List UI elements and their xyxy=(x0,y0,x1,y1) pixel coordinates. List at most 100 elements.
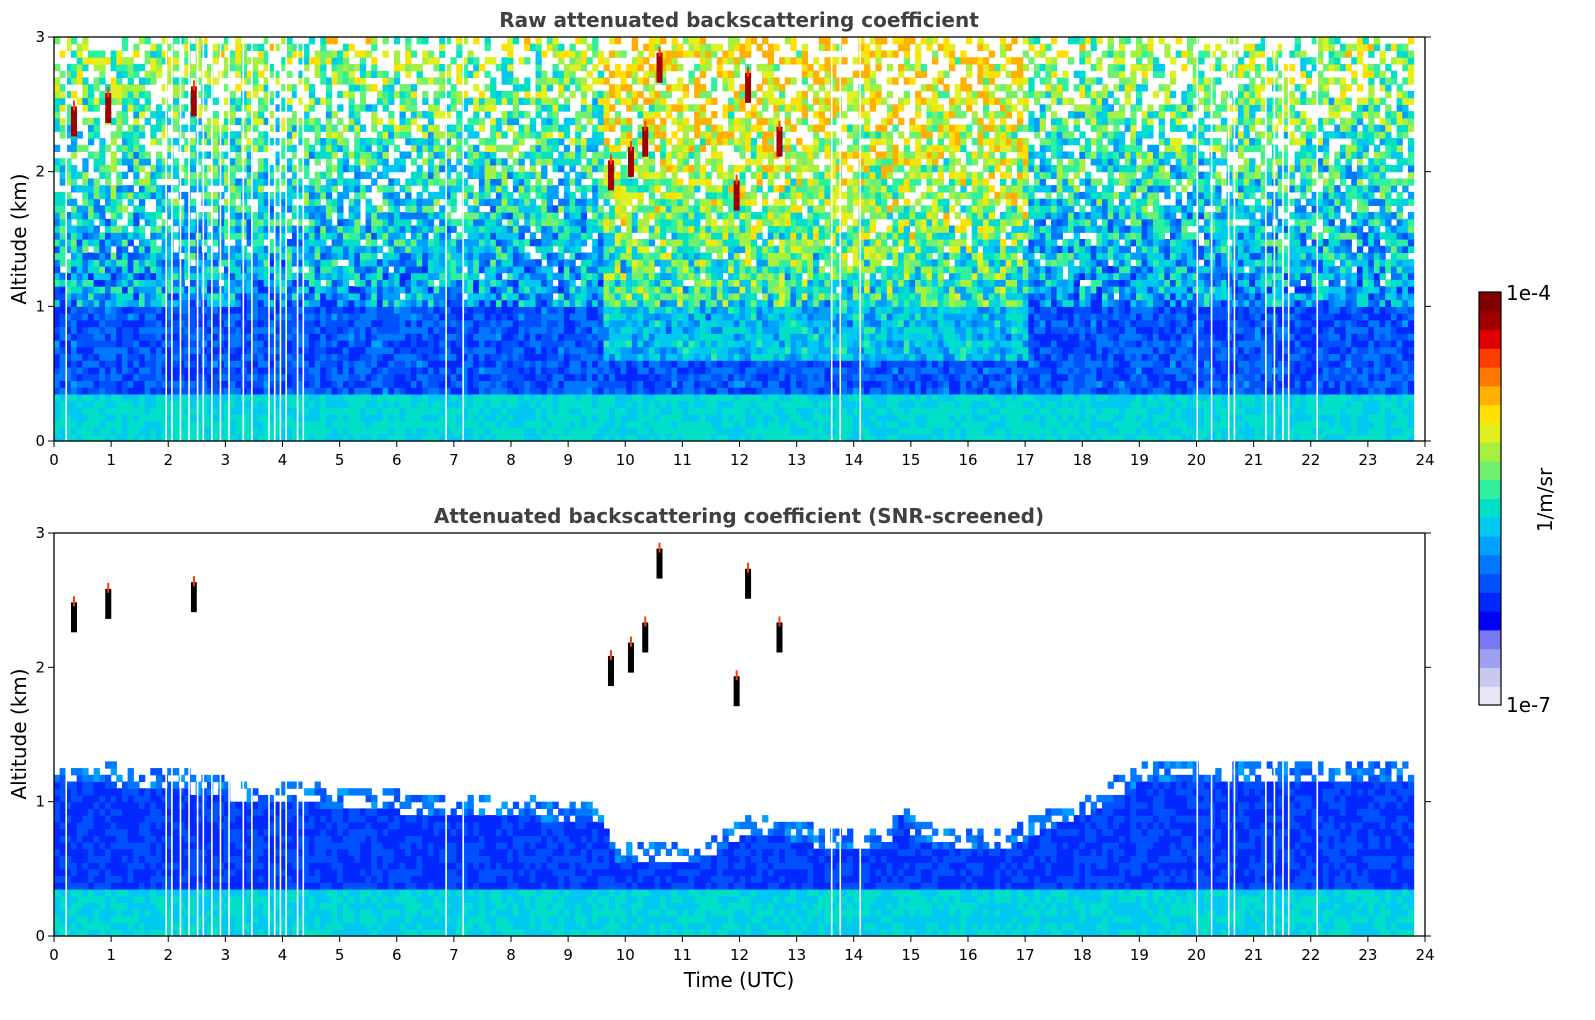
heatmap-cell xyxy=(223,245,231,254)
heatmap-cell xyxy=(354,366,361,375)
heatmap-cell xyxy=(76,70,83,78)
heatmap-cell xyxy=(223,407,231,415)
heatmap-cell xyxy=(524,191,531,200)
heatmap-cell xyxy=(433,407,440,415)
heatmap-cell xyxy=(150,414,157,422)
heatmap-cell xyxy=(167,373,174,381)
heatmap-cell xyxy=(592,124,599,132)
heatmap-cell xyxy=(342,333,350,341)
heatmap-cell xyxy=(184,306,191,314)
heatmap-cell xyxy=(580,340,588,348)
heatmap-cell xyxy=(541,333,548,341)
heatmap-cell xyxy=(218,239,225,247)
heatmap-cell xyxy=(121,104,129,112)
heatmap-cell xyxy=(337,393,344,402)
heatmap-cell xyxy=(359,299,367,307)
heatmap-cell xyxy=(524,400,531,408)
heatmap-cell xyxy=(167,104,174,112)
heatmap-cell xyxy=(325,77,333,85)
heatmap-cell xyxy=(87,57,95,65)
heatmap-cell xyxy=(416,191,423,200)
heatmap-cell xyxy=(116,97,123,105)
heatmap-cell xyxy=(524,326,531,334)
heatmap-cell xyxy=(382,84,389,92)
heatmap-cell xyxy=(184,313,191,321)
heatmap-cell xyxy=(82,373,89,381)
heatmap-cell xyxy=(348,84,355,92)
heatmap-cell xyxy=(116,171,123,179)
heatmap-cell xyxy=(501,340,508,348)
heatmap-cell xyxy=(388,427,395,435)
heatmap-cell xyxy=(592,313,599,321)
heatmap-cell xyxy=(99,279,106,287)
heatmap-cell xyxy=(189,178,197,186)
heatmap-cell xyxy=(127,272,134,280)
heatmap-cell xyxy=(54,218,61,227)
heatmap-cell xyxy=(178,340,185,348)
heatmap-cell xyxy=(121,319,129,328)
heatmap-cell xyxy=(558,245,565,254)
heatmap-cell xyxy=(65,393,72,402)
heatmap-cell xyxy=(535,178,542,186)
heatmap-cell xyxy=(478,178,486,186)
heatmap-cell xyxy=(246,191,253,200)
heatmap-cell xyxy=(439,90,446,99)
heatmap-cell xyxy=(580,265,588,274)
heatmap-cell xyxy=(167,138,174,146)
heatmap-cell xyxy=(376,346,384,355)
heatmap-cell xyxy=(507,313,514,321)
heatmap-cell xyxy=(405,319,412,328)
heatmap-cell xyxy=(456,185,463,193)
heatmap-cell xyxy=(337,306,344,314)
heatmap-cell xyxy=(609,272,616,280)
heatmap-cell xyxy=(206,198,214,206)
heatmap-cell xyxy=(172,306,180,314)
heatmap-cell xyxy=(229,111,236,119)
heatmap-cell xyxy=(422,97,429,105)
heatmap-cell xyxy=(121,265,129,274)
heatmap-cell xyxy=(342,232,350,240)
heatmap-cell xyxy=(484,400,491,408)
heatmap-cell xyxy=(461,333,469,341)
heatmap-cell xyxy=(59,218,66,227)
heatmap-cell xyxy=(195,37,202,45)
heatmap-cell xyxy=(518,151,525,159)
heatmap-cell xyxy=(54,198,61,206)
heatmap-cell xyxy=(359,259,367,267)
heatmap-cell xyxy=(382,37,389,45)
heatmap-cell xyxy=(478,326,486,334)
heatmap-cell xyxy=(354,279,361,287)
heatmap-cell xyxy=(297,50,304,58)
heatmap-cell xyxy=(342,427,350,435)
heatmap-cell xyxy=(155,407,163,415)
heatmap-cell xyxy=(388,353,395,361)
heatmap-cell xyxy=(359,138,367,146)
heatmap-cell xyxy=(569,306,576,314)
heatmap-cell xyxy=(541,185,548,193)
heatmap-cell xyxy=(331,407,338,415)
heatmap-cell xyxy=(218,387,225,395)
heatmap-cell xyxy=(575,151,582,159)
heatmap-cell xyxy=(439,340,446,348)
heatmap-cell xyxy=(337,340,344,348)
heatmap-cell xyxy=(229,420,236,429)
heatmap-cell xyxy=(218,360,225,368)
heatmap-cell xyxy=(93,178,100,186)
heatmap-cell xyxy=(314,178,321,186)
heatmap-cell xyxy=(518,198,525,206)
heatmap-cell xyxy=(178,427,185,435)
heatmap-cell xyxy=(456,232,463,240)
heatmap-cell xyxy=(529,239,537,247)
heatmap-cell xyxy=(297,333,304,341)
heatmap-cell xyxy=(314,340,321,348)
heatmap-cell xyxy=(467,420,474,429)
heatmap-cell xyxy=(563,340,571,348)
heatmap-cell xyxy=(354,124,361,132)
heatmap-cell xyxy=(286,43,293,52)
heatmap-cell xyxy=(82,259,89,267)
heatmap-cell xyxy=(212,50,219,58)
heatmap-cell xyxy=(410,319,418,328)
heatmap-cell xyxy=(439,158,446,166)
heatmap-cell xyxy=(603,272,610,280)
heatmap-cell xyxy=(314,218,321,227)
